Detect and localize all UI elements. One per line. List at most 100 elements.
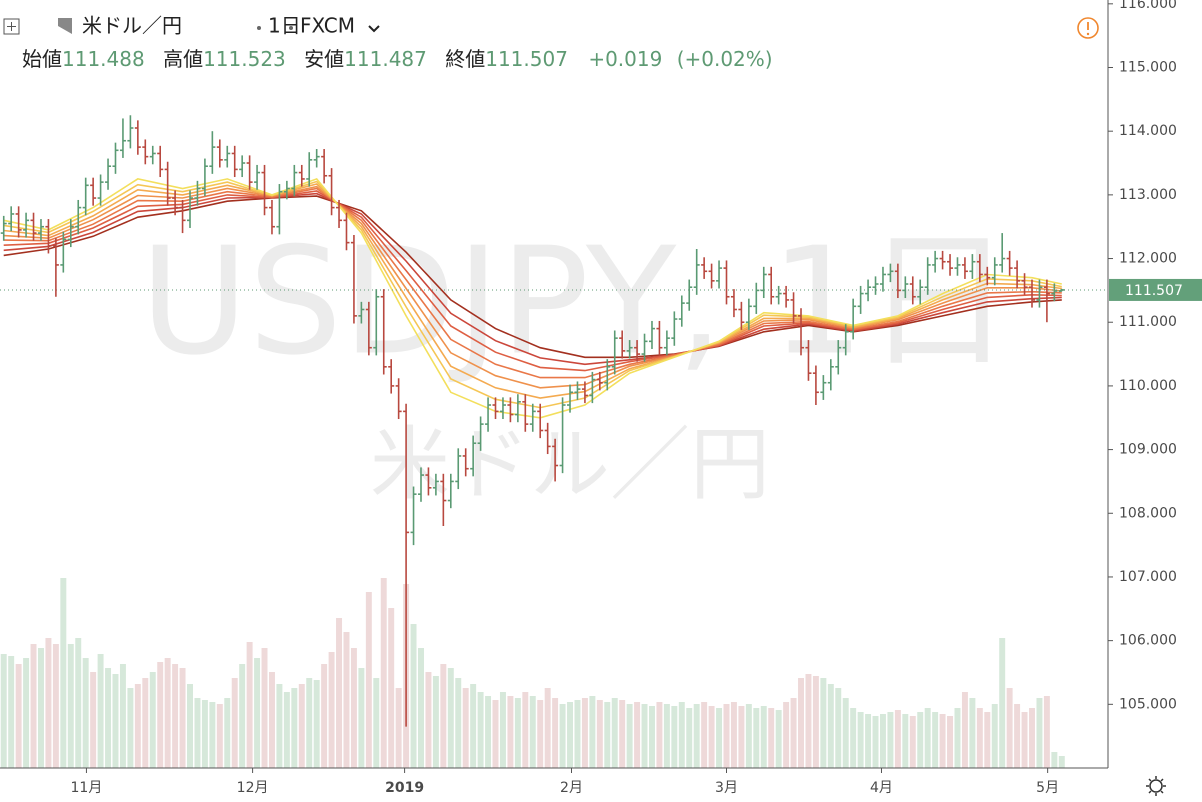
volume-bar [701, 702, 708, 768]
volume-bar [127, 688, 134, 768]
volume-bar [760, 706, 767, 768]
volume-bar [23, 658, 30, 768]
volume-bar [790, 698, 797, 768]
volume-bar [805, 674, 812, 768]
volume-bar [440, 664, 447, 768]
volume-bar [388, 608, 395, 768]
volume-bar [738, 706, 745, 768]
volume-bar [991, 704, 998, 768]
volume-bar [559, 704, 566, 768]
volume-bar [492, 700, 499, 768]
y-tick-label: 111.000 [1119, 314, 1177, 330]
volume-bar [984, 712, 991, 768]
volume-bar [678, 702, 685, 768]
volume-bar [827, 684, 834, 768]
volume-bar [172, 664, 179, 768]
volume-bar [276, 684, 283, 768]
interval[interactable]: 1日 [268, 14, 301, 38]
volume-bar [611, 698, 618, 768]
x-tick-label: 3月 [715, 780, 738, 796]
volume-bar [164, 658, 171, 768]
volume-bar [969, 698, 976, 768]
volume-bar [306, 678, 313, 768]
volume-bar [149, 672, 156, 768]
y-tick-label: 113.000 [1119, 187, 1177, 203]
settings-icon[interactable] [1149, 779, 1163, 793]
chevron[interactable] [368, 25, 380, 33]
volume-bar [507, 696, 514, 768]
volume-bar [67, 644, 74, 768]
last-price-label: 111.507 [1125, 283, 1183, 299]
volume-bar [872, 716, 879, 768]
volume-bar [224, 698, 231, 768]
volume-bar [574, 700, 581, 768]
volume-bar [604, 702, 611, 768]
volume-bar [917, 712, 924, 768]
volume-bar [619, 700, 626, 768]
volume-bar [82, 658, 89, 768]
volume-bar [313, 680, 320, 768]
ma-line [3, 185, 1062, 389]
bar-layer [0, 115, 1065, 727]
volume-bar [261, 648, 268, 768]
volume-bar [730, 702, 737, 768]
volume-layer [0, 578, 1065, 768]
volume-bar [686, 708, 693, 768]
separator [289, 26, 293, 30]
volume-bar [194, 698, 201, 768]
volume-bar [626, 704, 633, 768]
volume-bar [75, 638, 82, 768]
volume-bar [52, 644, 59, 768]
volume-bar [865, 714, 872, 768]
x-tick-label: 5月 [1036, 780, 1059, 796]
volume-bar [1006, 688, 1013, 768]
volume-bar [336, 618, 343, 768]
symbol[interactable]: 米ドル／円 [82, 14, 182, 38]
flag-icon[interactable] [58, 18, 72, 34]
volume-bar [343, 632, 350, 768]
volume-bar [909, 716, 916, 768]
volume-bar [842, 698, 849, 768]
volume-bar [462, 688, 469, 768]
add-icon[interactable] [3, 18, 20, 35]
volume-bar [395, 688, 402, 768]
change-pct: (+0.02%) [677, 47, 773, 71]
volume-bar [753, 708, 760, 768]
volume-bar [231, 678, 238, 768]
last-price-box [1109, 278, 1202, 301]
watermark-sub: 米ドル／円 [370, 418, 770, 511]
volume-bar [596, 700, 603, 768]
volume-bar [112, 674, 119, 768]
volume-bar [142, 678, 149, 768]
volume-bar [350, 648, 357, 768]
volume-bar [216, 704, 223, 768]
volume-bar [268, 672, 275, 768]
alert-icon[interactable] [1077, 17, 1099, 39]
settings-icon[interactable] [1146, 776, 1166, 796]
volume-bar [283, 692, 290, 768]
ohlc-label: 高値 [163, 47, 203, 71]
volume-bar [321, 664, 328, 768]
exchange[interactable]: FXCM [300, 14, 355, 38]
volume-bar [410, 624, 417, 768]
volume-bar [656, 702, 663, 768]
watermark: USDJPY, 1日 米ドル／円 [140, 216, 1013, 511]
y-tick-label: 114.000 [1119, 123, 1177, 139]
volume-bar [663, 704, 670, 768]
alert-icon [1086, 32, 1090, 36]
volume-bar [932, 712, 939, 768]
volume-bar [514, 698, 521, 768]
header: 米ドル／円 1日 FXCM 始値111.488 高値111.523 安値111.… [3, 14, 773, 71]
ohlc-value: 111.488 [62, 47, 145, 71]
volume-bar [97, 654, 104, 768]
volume-bar [581, 698, 588, 768]
volume-bar [239, 664, 246, 768]
y-tick-label: 105.000 [1119, 696, 1177, 712]
change: +0.019 [588, 47, 662, 71]
ohlc-legend: 始値111.488 高値111.523 安値111.487 終値111.507 … [22, 47, 773, 71]
volume-bar [499, 692, 506, 768]
y-tick-label: 109.000 [1119, 442, 1177, 458]
ohlc-label: 安値 [304, 47, 344, 71]
alert-icon[interactable] [1077, 17, 1099, 39]
